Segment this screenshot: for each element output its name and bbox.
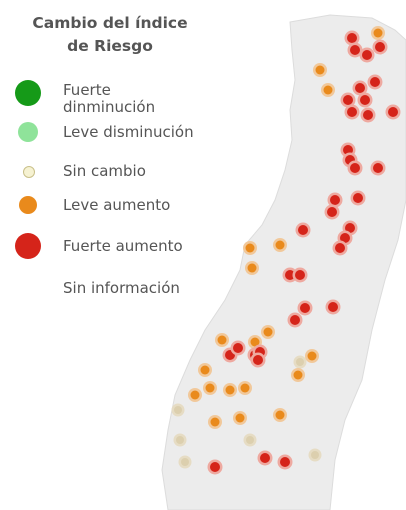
- marker-strong-increase: [362, 50, 372, 60]
- legend-title: Cambio del índice de Riesgo: [32, 14, 188, 55]
- marker-strong-increase: [280, 457, 290, 467]
- marker-strong-increase: [285, 270, 295, 280]
- marker-no-change: [181, 458, 189, 466]
- marker-strong-increase: [343, 145, 353, 155]
- marker-strong-increase: [375, 42, 385, 52]
- legend-label: Fuerte aumento: [63, 237, 183, 255]
- legend-label: Leve disminución: [63, 123, 194, 141]
- marker-slight-increase: [205, 383, 215, 393]
- marker-strong-increase: [350, 45, 360, 55]
- marker-strong-increase: [360, 95, 370, 105]
- marker-strong-increase: [370, 77, 380, 87]
- marker-slight-increase: [307, 351, 317, 361]
- marker-slight-increase: [275, 240, 285, 250]
- marker-strong-increase: [347, 33, 357, 43]
- marker-strong-increase: [210, 462, 220, 472]
- marker-strong-increase: [355, 83, 365, 93]
- marker-slight-increase: [240, 383, 250, 393]
- marker-slight-increase: [245, 243, 255, 253]
- marker-strong-increase: [330, 195, 340, 205]
- marker-slight-increase: [247, 263, 257, 273]
- legend-label: Sin información: [63, 279, 180, 297]
- marker-no-change: [174, 406, 182, 414]
- marker-strong-increase: [388, 107, 398, 117]
- marker-strong-increase: [260, 453, 270, 463]
- marker-slight-increase: [250, 337, 260, 347]
- marker-strong-increase: [233, 343, 243, 353]
- legend-swatch: [18, 122, 38, 142]
- legend-swatch: [23, 166, 35, 178]
- marker-no-change: [311, 451, 319, 459]
- marker-strong-increase: [350, 163, 360, 173]
- marker-strong-increase: [253, 355, 263, 365]
- marker-strong-increase: [300, 303, 310, 313]
- marker-slight-increase: [315, 65, 325, 75]
- marker-strong-increase: [345, 223, 355, 233]
- marker-strong-increase: [373, 163, 383, 173]
- marker-strong-increase: [327, 207, 337, 217]
- legend-label: Sin cambio: [63, 162, 146, 180]
- marker-strong-increase: [347, 107, 357, 117]
- marker-strong-increase: [353, 193, 363, 203]
- legend-swatch: [15, 80, 41, 106]
- marker-strong-increase: [290, 315, 300, 325]
- marker-strong-increase: [295, 270, 305, 280]
- marker-strong-increase: [298, 225, 308, 235]
- marker-strong-increase: [363, 110, 373, 120]
- marker-strong-increase: [340, 233, 350, 243]
- marker-slight-increase: [200, 365, 210, 375]
- legend-swatch: [15, 233, 41, 259]
- landmass: [161, 14, 406, 510]
- marker-slight-increase: [323, 85, 333, 95]
- marker-no-change: [296, 358, 304, 366]
- marker-no-change: [246, 436, 254, 444]
- marker-strong-increase: [335, 243, 345, 253]
- marker-slight-increase: [225, 385, 235, 395]
- marker-slight-increase: [235, 413, 245, 423]
- marker-strong-increase: [328, 302, 338, 312]
- marker-slight-increase: [263, 327, 273, 337]
- marker-slight-increase: [275, 410, 285, 420]
- legend-label: Fuerte dinminución: [63, 81, 156, 116]
- marker-slight-increase: [293, 370, 303, 380]
- marker-slight-increase: [217, 335, 227, 345]
- marker-slight-increase: [190, 390, 200, 400]
- legend-swatch: [19, 196, 37, 214]
- markers: [171, 26, 401, 475]
- marker-no-change: [176, 436, 184, 444]
- legend-label: Leve aumento: [63, 196, 171, 214]
- marker-strong-increase: [343, 95, 353, 105]
- marker-slight-increase: [210, 417, 220, 427]
- marker-slight-increase: [373, 28, 383, 38]
